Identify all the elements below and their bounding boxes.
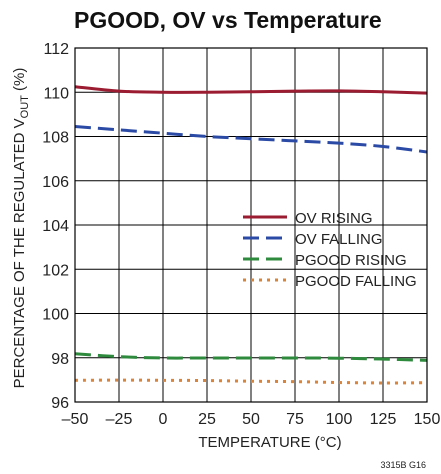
y-tick-label: 96 xyxy=(51,395,69,412)
series-line-2 xyxy=(74,125,428,154)
plot-frame xyxy=(74,47,428,403)
y-tick-label: 102 xyxy=(42,262,69,279)
chart-title: PGOOD, OV vs Temperature xyxy=(74,7,382,33)
x-tick-label: 25 xyxy=(198,411,216,428)
legend-label: OV RISING xyxy=(295,210,373,227)
y-tick-label: 108 xyxy=(42,130,69,147)
legend-label: PGOOD RISING xyxy=(295,252,407,269)
y-tick-label: 104 xyxy=(42,218,69,235)
y-tick-label: 112 xyxy=(43,41,69,58)
y-axis-label: PERCENTAGE OF THE REGULATED VOUT (%) xyxy=(11,68,31,389)
x-tick-labels: –50 –25 0 25 50 75 100 125 150 xyxy=(62,411,441,428)
y-tick-label: 100 xyxy=(42,307,69,324)
series-layer xyxy=(74,85,428,385)
y-axis-label-main: PERCENTAGE OF THE REGULATED V xyxy=(11,118,28,388)
x-tick-label: 75 xyxy=(286,411,304,428)
series-line-3 xyxy=(74,352,428,362)
x-axis-label: TEMPERATURE (°C) xyxy=(198,434,341,451)
y-tick-label: 110 xyxy=(43,85,69,102)
y-axis-label-sub: OUT xyxy=(19,95,31,119)
figure-id: 3315B G16 xyxy=(380,460,426,470)
y-tick-labels: 96 98 100 102 104 106 108 110 112 xyxy=(42,41,69,412)
legend: OV RISING OV FALLING PGOOD RISING PGOOD FAL… xyxy=(243,210,417,290)
x-tick-label: 50 xyxy=(242,411,260,428)
x-tick-label: –50 xyxy=(62,411,89,428)
y-tick-label: 106 xyxy=(42,174,69,191)
series-line-4 xyxy=(74,378,428,385)
x-tick-label: –25 xyxy=(106,411,133,428)
x-tick-label: 0 xyxy=(159,411,168,428)
y-tick-label: 98 xyxy=(51,351,69,368)
series-line-1 xyxy=(74,85,428,95)
x-tick-label: 125 xyxy=(370,411,397,428)
legend-label: PGOOD FALLING xyxy=(295,273,417,290)
x-tick-label: 100 xyxy=(326,411,353,428)
legend-label: OV FALLING xyxy=(295,231,383,248)
y-axis-label-tail: (%) xyxy=(11,68,28,96)
grid xyxy=(75,48,427,402)
x-tick-label: 150 xyxy=(414,411,441,428)
